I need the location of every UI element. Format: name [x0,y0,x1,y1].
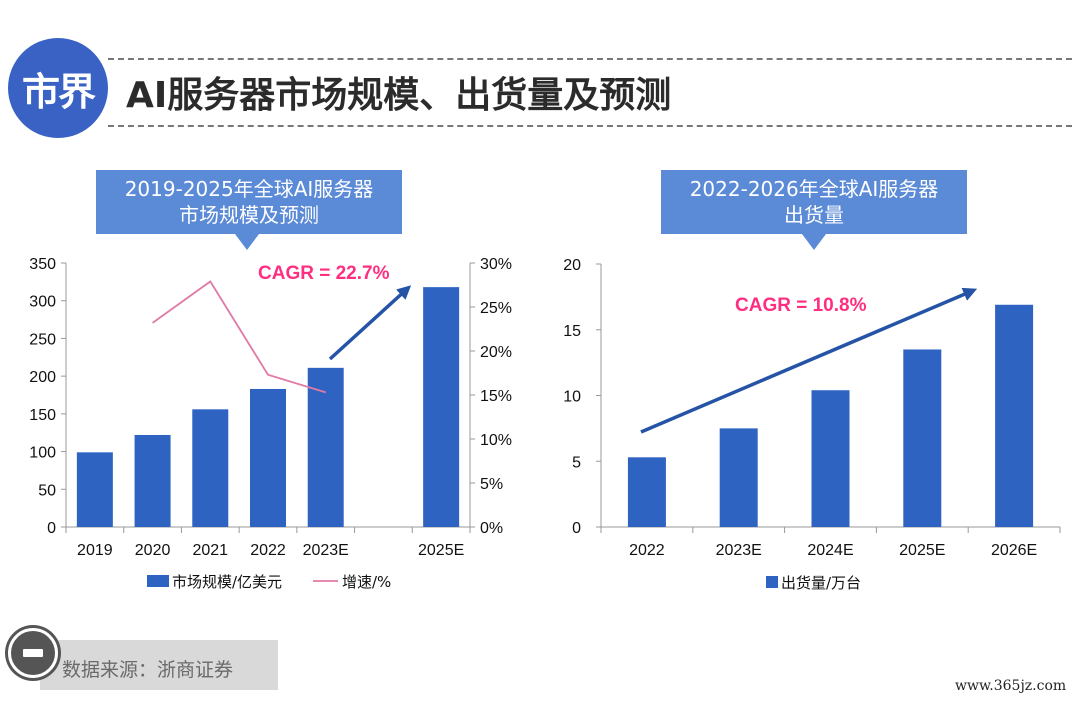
minus-circle-icon [8,628,58,678]
right-chart-callout: 2022-2026年全球AI服务器 出货量 [661,170,967,234]
cagr-label: CAGR = 10.8% [735,295,867,316]
growth-rate-line [152,280,326,394]
y2-tick-label: 0% [480,520,503,537]
x-tick-label: 2024E [807,542,853,559]
y-tick-label: 0 [47,520,56,537]
x-tick-label: 2021 [192,542,228,559]
y2-tick-label: 5% [480,476,503,493]
y-tick-label: 150 [29,407,56,424]
y-tick-label: 0 [572,520,581,537]
y-tick-label: 250 [29,331,56,348]
source-text: 数据来源：浙商证券 [62,659,234,681]
legend-label-bar: 市场规模/亿美元 [172,573,282,591]
y2-tick-label: 10% [480,432,512,449]
right-callout-line2: 出货量 [784,203,844,227]
x-tick-label: 2025E [899,542,945,559]
shipment-chart: 0 5 10 15 20 2022 2023E 2024E 2025E 2026E CAGR = 1… [563,257,1061,592]
legend-label-line: 增速/% [342,573,391,591]
y-tick-label: 20 [563,257,581,274]
page-title: AI服务器市场规模、出货量及预测 [126,75,672,116]
y-tick-label: 10 [563,389,581,406]
cagr-arrow [328,285,412,361]
source-box [40,640,278,690]
brand-badge: 市界 [8,38,108,138]
y-tick-label: 50 [38,482,56,499]
x-tick-label: 2020 [135,542,171,559]
bar-2023E [719,428,758,527]
bar-2021 [192,409,229,527]
y-tick-label: 100 [29,445,56,462]
legend-swatch-bar [766,576,778,588]
header-divider-bottom [108,125,1072,127]
bar-2026E [995,304,1034,527]
left-chart-callout: 2019-2025年全球AI服务器 市场规模及预测 [96,170,402,234]
left-callout-line2: 市场规模及预测 [179,203,319,227]
x-tick-label: 2023E [716,542,762,559]
bar-2020 [134,434,171,527]
y2-tick-label: 30% [480,256,512,273]
y2-tick-label: 20% [480,344,512,361]
left-callout-pointer [235,234,259,250]
y-tick-label: 200 [29,369,56,386]
right-callout-line1: 2022-2026年全球AI服务器 [689,177,939,201]
cagr-arrow [640,287,978,434]
brand-badge-text: 市界 [21,69,96,114]
bar-2024E [811,390,850,527]
right-callout-pointer [802,234,826,250]
cagr-label: CAGR = 22.7% [258,263,390,284]
y-tick-label: 300 [29,294,56,311]
bar-2023E [307,367,344,527]
bar-2022 [250,388,286,527]
y2-tick-label: 25% [480,300,512,317]
bar-2019 [76,452,113,527]
bar-2022 [627,457,666,527]
y2-tick-label: 15% [480,388,512,405]
watermark: www.365jz.com [955,678,1067,694]
legend-swatch-bar [147,575,169,587]
y-tick-label: 350 [29,256,56,273]
x-tick-label: 2023E [303,542,349,559]
left-callout-line1: 2019-2025年全球AI服务器 [124,177,374,201]
x-tick-label: 2025E [418,542,464,559]
bar-2025E [423,287,460,527]
y-tick-label: 15 [563,323,581,340]
bar-2025E [903,349,942,527]
x-tick-label: 2026E [991,542,1037,559]
y-tick-label: 5 [572,454,581,471]
x-tick-label: 2019 [77,542,113,559]
x-tick-label: 2022 [629,542,665,559]
market-size-chart: 0 50 100 150 200 250 300 350 0% 5% 10% 15% 20% 25% 30%… [29,256,512,591]
x-tick-label: 2022 [250,542,286,559]
legend-label-bar: 出货量/万台 [781,574,861,592]
header-divider-top [108,58,1072,60]
